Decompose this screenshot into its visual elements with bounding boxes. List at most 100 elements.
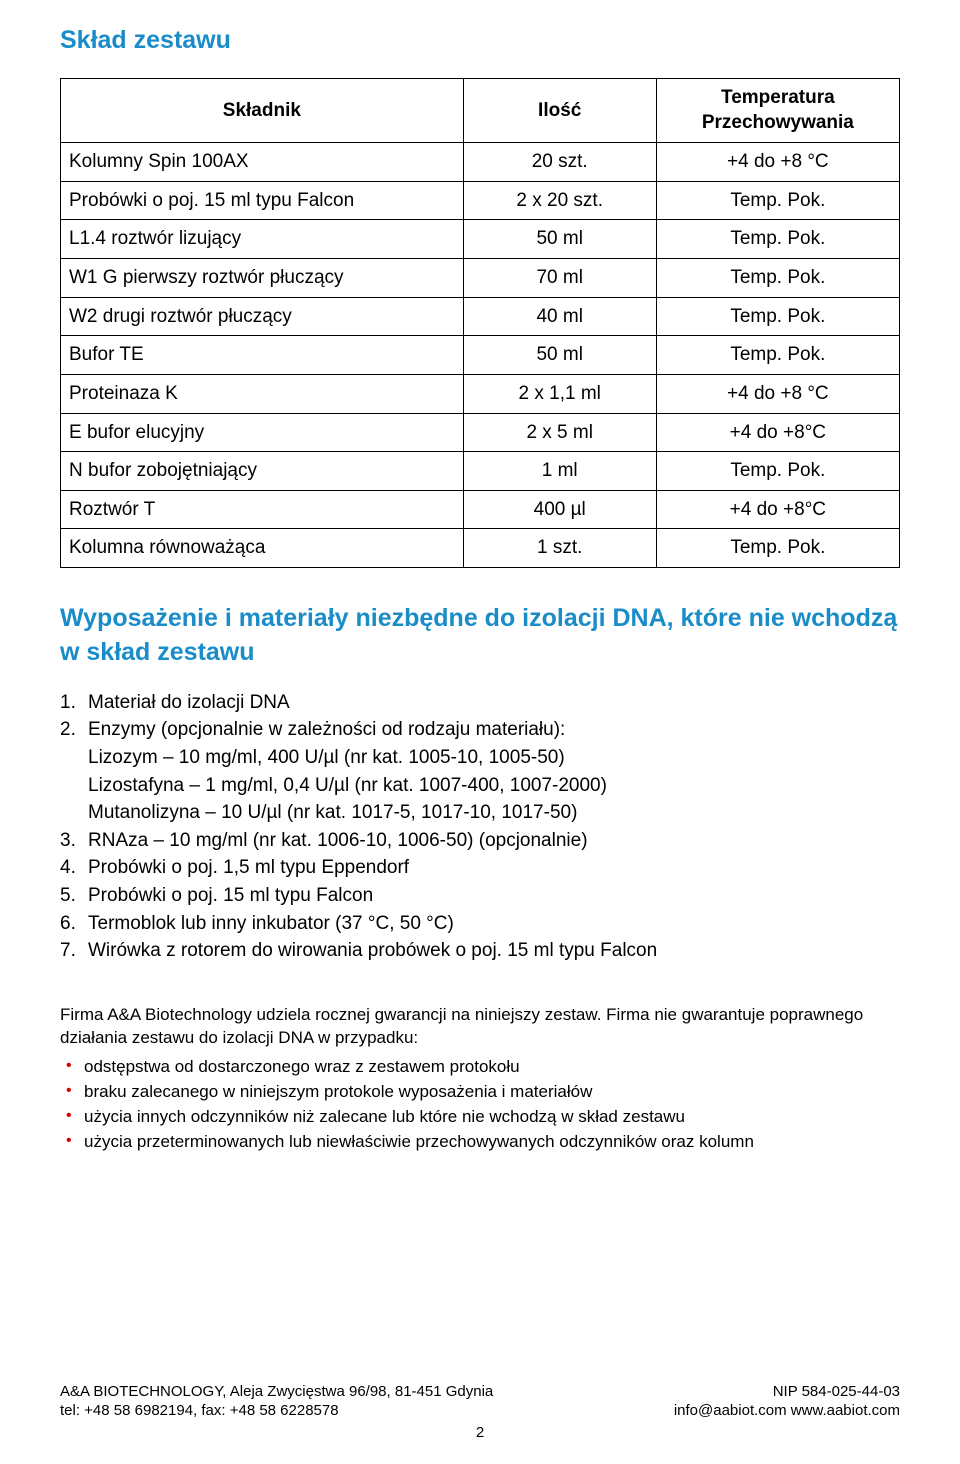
table-header-row: Składnik Ilość TemperaturaPrzechowywania: [61, 78, 900, 142]
bullet-item: • braku zalecanego w niniejszym protokole…: [60, 1081, 900, 1104]
list-item: 4.Probówki o poj. 1,5 ml typu Eppendorf: [60, 855, 900, 881]
table-cell: Kolumny Spin 100AX: [61, 143, 464, 182]
list-item: 7.Wirówka z rotorem do wirowania probówe…: [60, 938, 900, 964]
table-cell: Temp. Pok.: [656, 336, 899, 375]
table-cell: 1 ml: [463, 452, 656, 491]
table-cell: Temp. Pok.: [656, 181, 899, 220]
warranty-bullets: • odstępstwa od dostarczonego wraz z zest…: [60, 1056, 900, 1154]
col-header-temp: TemperaturaPrzechowywania: [656, 78, 899, 142]
table-cell: Temp. Pok.: [656, 297, 899, 336]
list-text: Wirówka z rotorem do wirowania probówek …: [88, 938, 900, 964]
table-cell: Roztwór T: [61, 490, 464, 529]
list-number: 1.: [60, 690, 88, 716]
section2-title: Wyposażenie i materiały niezbędne do izo…: [60, 602, 900, 670]
table-cell: 400 µl: [463, 490, 656, 529]
bullet-dot-icon: •: [66, 1106, 76, 1127]
list-subitem: Lizostafyna – 1 mg/ml, 0,4 U/µl (nr kat.…: [60, 773, 900, 799]
list-number: 2.: [60, 717, 88, 743]
list-subtext: Lizostafyna – 1 mg/ml, 0,4 U/µl (nr kat.…: [88, 773, 900, 799]
list-text: Probówki o poj. 15 ml typu Falcon: [88, 883, 900, 909]
table-cell: 50 ml: [463, 220, 656, 259]
table-row: Proteinaza K2 x 1,1 ml+4 do +8 °C: [61, 374, 900, 413]
list-number-empty: [60, 800, 88, 826]
table-cell: N bufor zobojętniający: [61, 452, 464, 491]
table-cell: Temp. Pok.: [656, 452, 899, 491]
table-cell: E bufor elucyjny: [61, 413, 464, 452]
list-text: Materiał do izolacji DNA: [88, 690, 900, 716]
table-cell: L1.4 roztwór lizujący: [61, 220, 464, 259]
list-number: 4.: [60, 855, 88, 881]
table-cell: W1 G pierwszy roztwór płuczący: [61, 258, 464, 297]
list-text: Termoblok lub inny inkubator (37 °C, 50 …: [88, 911, 900, 937]
bullet-item: • odstępstwa od dostarczonego wraz z zest…: [60, 1056, 900, 1079]
table-cell: Bufor TE: [61, 336, 464, 375]
table-cell: W2 drugi roztwór płuczący: [61, 297, 464, 336]
table-cell: 50 ml: [463, 336, 656, 375]
bullet-text: użycia przeterminowanych lub niewłaściwi…: [84, 1131, 754, 1154]
list-number-empty: [60, 773, 88, 799]
bullet-dot-icon: •: [66, 1081, 76, 1102]
table-cell: Temp. Pok.: [656, 258, 899, 297]
col-header-amount: Ilość: [463, 78, 656, 142]
table-cell: +4 do +8 °C: [656, 143, 899, 182]
list-number: 5.: [60, 883, 88, 909]
list-number-empty: [60, 745, 88, 771]
list-subitem: Lizozym – 10 mg/ml, 400 U/µl (nr kat. 10…: [60, 745, 900, 771]
list-number: 6.: [60, 911, 88, 937]
list-item: 2.Enzymy (opcjonalnie w zależności od ro…: [60, 717, 900, 743]
list-item: 5.Probówki o poj. 15 ml typu Falcon: [60, 883, 900, 909]
table-cell: 1 szt.: [463, 529, 656, 568]
list-item: 1.Materiał do izolacji DNA: [60, 690, 900, 716]
table-cell: Proteinaza K: [61, 374, 464, 413]
section1-title: Skład zestawu: [60, 24, 900, 58]
table-row: N bufor zobojętniający1 mlTemp. Pok.: [61, 452, 900, 491]
col-header-component: Składnik: [61, 78, 464, 142]
bullet-item: • użycia przeterminowanych lub niewłaściw…: [60, 1131, 900, 1154]
table-cell: 40 ml: [463, 297, 656, 336]
table-cell: 2 x 20 szt.: [463, 181, 656, 220]
materials-list: 1.Materiał do izolacji DNA2.Enzymy (opcj…: [60, 690, 900, 964]
table-cell: Kolumna równoważąca: [61, 529, 464, 568]
table-cell: +4 do +8°C: [656, 490, 899, 529]
bullet-dot-icon: •: [66, 1131, 76, 1152]
list-item: 6.Termoblok lub inny inkubator (37 °C, 5…: [60, 911, 900, 937]
warranty-intro: Firma A&A Biotechnology udziela rocznej …: [60, 1004, 900, 1050]
bullet-text: odstępstwa od dostarczonego wraz z zesta…: [84, 1056, 520, 1079]
list-subtext: Lizozym – 10 mg/ml, 400 U/µl (nr kat. 10…: [88, 745, 900, 771]
table-cell: 70 ml: [463, 258, 656, 297]
bullet-text: braku zalecanego w niniejszym protokole …: [84, 1081, 592, 1104]
list-number: 7.: [60, 938, 88, 964]
page-number: 2: [60, 1423, 900, 1443]
bullet-dot-icon: •: [66, 1056, 76, 1077]
bullet-item: • użycia innych odczynników niż zalecane …: [60, 1106, 900, 1129]
table-cell: +4 do +8 °C: [656, 374, 899, 413]
list-text: RNAza – 10 mg/ml (nr kat. 1006-10, 1006-…: [88, 828, 900, 854]
table-cell: Temp. Pok.: [656, 220, 899, 259]
bullet-text: użycia innych odczynników niż zalecane l…: [84, 1106, 685, 1129]
table-row: L1.4 roztwór lizujący50 mlTemp. Pok.: [61, 220, 900, 259]
page-footer: A&A BIOTECHNOLOGY, Aleja Zwycięstwa 96/9…: [60, 1382, 900, 1443]
footer-nip: NIP 584-025-44-03: [773, 1382, 900, 1402]
list-number: 3.: [60, 828, 88, 854]
table-row: Kolumna równoważąca1 szt.Temp. Pok.: [61, 529, 900, 568]
table-cell: 2 x 1,1 ml: [463, 374, 656, 413]
table-row: Probówki o poj. 15 ml typu Falcon2 x 20 …: [61, 181, 900, 220]
table-row: Bufor TE50 mlTemp. Pok.: [61, 336, 900, 375]
table-cell: Probówki o poj. 15 ml typu Falcon: [61, 181, 464, 220]
table-row: W2 drugi roztwór płuczący40 mlTemp. Pok.: [61, 297, 900, 336]
list-subtext: Mutanolizyna – 10 U/µl (nr kat. 1017-5, …: [88, 800, 900, 826]
list-subitem: Mutanolizyna – 10 U/µl (nr kat. 1017-5, …: [60, 800, 900, 826]
table-cell: +4 do +8°C: [656, 413, 899, 452]
list-text: Probówki o poj. 1,5 ml typu Eppendorf: [88, 855, 900, 881]
footer-company-address: A&A BIOTECHNOLOGY, Aleja Zwycięstwa 96/9…: [60, 1382, 493, 1402]
table-cell: Temp. Pok.: [656, 529, 899, 568]
list-item: 3.RNAza – 10 mg/ml (nr kat. 1006-10, 100…: [60, 828, 900, 854]
table-row: Kolumny Spin 100AX20 szt.+4 do +8 °C: [61, 143, 900, 182]
list-text: Enzymy (opcjonalnie w zależności od rodz…: [88, 717, 900, 743]
table-row: E bufor elucyjny2 x 5 ml+4 do +8°C: [61, 413, 900, 452]
table-row: Roztwór T400 µl+4 do +8°C: [61, 490, 900, 529]
footer-phone: tel: +48 58 6982194, fax: +48 58 6228578: [60, 1401, 339, 1421]
table-cell: 2 x 5 ml: [463, 413, 656, 452]
kit-components-table: Składnik Ilość TemperaturaPrzechowywania…: [60, 78, 900, 568]
footer-email-web: info@aabiot.com www.aabiot.com: [674, 1401, 900, 1421]
